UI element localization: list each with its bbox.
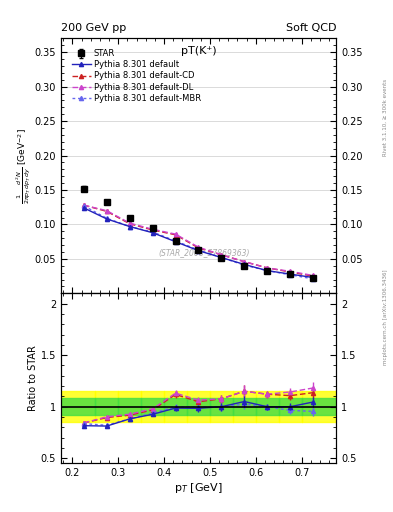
- Y-axis label: Ratio to STAR: Ratio to STAR: [28, 346, 38, 411]
- Text: Soft QCD: Soft QCD: [286, 23, 336, 33]
- Legend: STAR, Pythia 8.301 default, Pythia 8.301 default-CD, Pythia 8.301 default-DL, Py: STAR, Pythia 8.301 default, Pythia 8.301…: [71, 48, 203, 104]
- Text: 200 GeV pp: 200 GeV pp: [61, 23, 126, 33]
- Text: pT(K⁺): pT(K⁺): [181, 46, 216, 56]
- X-axis label: p$_{T}$ [GeV]: p$_{T}$ [GeV]: [174, 481, 223, 495]
- Text: Rivet 3.1.10, ≥ 300k events: Rivet 3.1.10, ≥ 300k events: [383, 79, 387, 156]
- Text: (STAR_2008_S7869363): (STAR_2008_S7869363): [158, 248, 250, 257]
- Text: mcplots.cern.ch [arXiv:1306.3436]: mcplots.cern.ch [arXiv:1306.3436]: [383, 270, 387, 365]
- Y-axis label: $\frac{1}{2\pi p_T}\frac{d^2N}{dp_T\,dy}$ [GeV$^{-2}$]: $\frac{1}{2\pi p_T}\frac{d^2N}{dp_T\,dy}…: [15, 128, 33, 204]
